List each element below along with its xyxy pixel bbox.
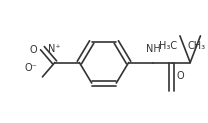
Text: O: O [30, 45, 37, 55]
Text: H₃C: H₃C [159, 41, 177, 51]
Text: NH: NH [146, 44, 161, 54]
Text: O: O [177, 71, 184, 81]
Text: CH₃: CH₃ [187, 41, 206, 51]
Text: O⁻: O⁻ [25, 63, 37, 73]
Text: N⁺: N⁺ [48, 44, 61, 54]
